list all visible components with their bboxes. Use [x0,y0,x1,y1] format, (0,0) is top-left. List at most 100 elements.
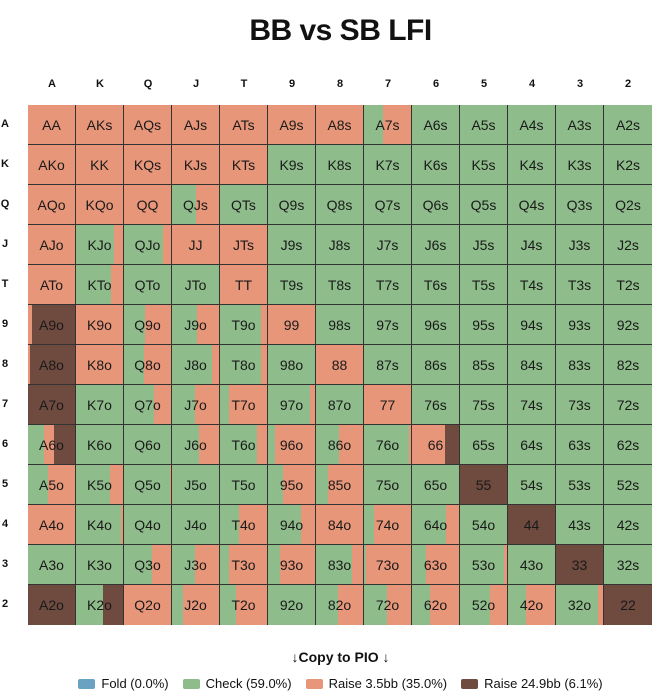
hand-cell[interactable]: K4o [76,505,124,545]
hand-cell[interactable]: AQs [124,105,172,145]
hand-cell[interactable]: 62o [412,585,460,625]
hand-cell[interactable]: AKs [76,105,124,145]
hand-cell[interactable]: Q3s [556,185,604,225]
hand-cell[interactable]: 72s [604,385,652,425]
hand-cell[interactable]: K9s [268,145,316,185]
hand-cell[interactable]: 86s [412,345,460,385]
hand-cell[interactable]: J9s [268,225,316,265]
hand-cell[interactable]: TT [220,265,268,305]
hand-cell[interactable]: 85s [460,345,508,385]
hand-cell[interactable]: T5o [220,465,268,505]
hand-cell[interactable]: A5o [28,465,76,505]
hand-cell[interactable]: 76o [364,425,412,465]
hand-cell[interactable]: 82o [316,585,364,625]
hand-cell[interactable]: 98s [316,305,364,345]
hand-cell[interactable]: A9o [28,305,76,345]
hand-cell[interactable]: K7s [364,145,412,185]
hand-cell[interactable]: 72o [364,585,412,625]
hand-cell[interactable]: 22 [604,585,652,625]
hand-cell[interactable]: K7o [76,385,124,425]
hand-cell[interactable]: 62s [604,425,652,465]
hand-cell[interactable]: Q5o [124,465,172,505]
hand-cell[interactable]: 83s [556,345,604,385]
hand-cell[interactable]: 63s [556,425,604,465]
hand-cell[interactable]: K9o [76,305,124,345]
hand-cell[interactable]: J7s [364,225,412,265]
hand-cell[interactable]: 94o [268,505,316,545]
hand-cell[interactable]: 82s [604,345,652,385]
hand-cell[interactable]: T3s [556,265,604,305]
hand-cell[interactable]: 76s [412,385,460,425]
hand-cell[interactable]: KTo [76,265,124,305]
hand-cell[interactable]: 52s [604,465,652,505]
hand-cell[interactable]: KK [76,145,124,185]
hand-cell[interactable]: T5s [460,265,508,305]
hand-cell[interactable]: 32o [556,585,604,625]
hand-cell[interactable]: A6o [28,425,76,465]
hand-cell[interactable]: Q8s [316,185,364,225]
hand-cell[interactable]: Q7s [364,185,412,225]
hand-cell[interactable]: 53s [556,465,604,505]
hand-cell[interactable]: K6s [412,145,460,185]
hand-cell[interactable]: T8s [316,265,364,305]
hand-cell[interactable]: A7o [28,385,76,425]
hand-cell[interactable]: J8s [316,225,364,265]
hand-cell[interactable]: 53o [460,545,508,585]
hand-cell[interactable]: A3s [556,105,604,145]
hand-cell[interactable]: A2o [28,585,76,625]
hand-cell[interactable]: J6s [412,225,460,265]
hand-cell[interactable]: 64o [412,505,460,545]
hand-cell[interactable]: Q6o [124,425,172,465]
hand-cell[interactable]: 92o [268,585,316,625]
hand-cell[interactable]: 97s [364,305,412,345]
hand-cell[interactable]: QJo [124,225,172,265]
hand-cell[interactable]: 32s [604,545,652,585]
hand-cell[interactable]: A9s [268,105,316,145]
hand-cell[interactable]: 43s [556,505,604,545]
hand-cell[interactable]: ATo [28,265,76,305]
hand-cell[interactable]: 66 [412,425,460,465]
hand-cell[interactable]: AA [28,105,76,145]
hand-cell[interactable]: 75o [364,465,412,505]
hand-cell[interactable]: T7s [364,265,412,305]
hand-cell[interactable]: ATs [220,105,268,145]
hand-cell[interactable]: 86o [316,425,364,465]
hand-cell[interactable]: K8o [76,345,124,385]
hand-cell[interactable]: T2s [604,265,652,305]
hand-cell[interactable]: 44 [508,505,556,545]
hand-cell[interactable]: A6s [412,105,460,145]
hand-cell[interactable]: K2s [604,145,652,185]
hand-cell[interactable]: 75s [460,385,508,425]
hand-cell[interactable]: A2s [604,105,652,145]
hand-cell[interactable]: A5s [460,105,508,145]
hand-cell[interactable]: T3o [220,545,268,585]
hand-cell[interactable]: 73s [556,385,604,425]
hand-cell[interactable]: 97o [268,385,316,425]
hand-cell[interactable]: 84o [316,505,364,545]
hand-cell[interactable]: J4o [172,505,220,545]
hand-cell[interactable]: Q4o [124,505,172,545]
hand-cell[interactable]: J2o [172,585,220,625]
hand-cell[interactable]: T8o [220,345,268,385]
hand-cell[interactable]: AKo [28,145,76,185]
hand-cell[interactable]: 33 [556,545,604,585]
hand-cell[interactable]: QQ [124,185,172,225]
hand-cell[interactable]: 96s [412,305,460,345]
hand-cell[interactable]: KQo [76,185,124,225]
hand-cell[interactable]: KJs [172,145,220,185]
hand-cell[interactable]: T7o [220,385,268,425]
hand-cell[interactable]: 43o [508,545,556,585]
hand-cell[interactable]: 84s [508,345,556,385]
hand-cell[interactable]: A7s [364,105,412,145]
hand-cell[interactable]: Q2o [124,585,172,625]
hand-cell[interactable]: Q7o [124,385,172,425]
hand-cell[interactable]: K5o [76,465,124,505]
hand-cell[interactable]: 87o [316,385,364,425]
hand-cell[interactable]: A8s [316,105,364,145]
hand-cell[interactable]: JJ [172,225,220,265]
hand-cell[interactable]: T6o [220,425,268,465]
hand-cell[interactable]: J3o [172,545,220,585]
hand-cell[interactable]: 93s [556,305,604,345]
hand-cell[interactable]: 83o [316,545,364,585]
hand-cell[interactable]: T9o [220,305,268,345]
